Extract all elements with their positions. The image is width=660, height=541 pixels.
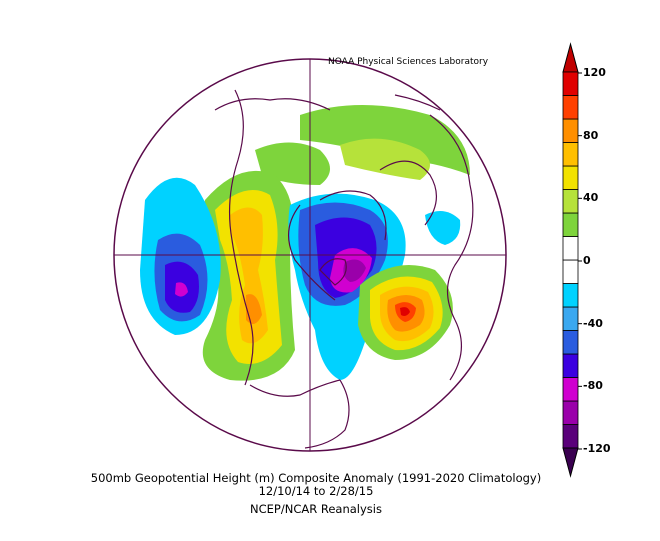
colorbar-segment — [562, 189, 579, 214]
colorbar-segment — [562, 142, 579, 167]
colorbar-segment — [562, 236, 579, 261]
colorbar-segment — [562, 118, 579, 143]
colorbar-segment — [562, 306, 579, 331]
colorbar-tick-label: 80 — [583, 128, 599, 142]
colorbar-tick-label: -40 — [583, 316, 603, 330]
colorbar-segment — [562, 165, 579, 190]
colorbar-tick-label: 40 — [583, 191, 599, 205]
colorbar-segment — [562, 353, 579, 378]
coastlines — [214, 89, 474, 449]
colorbar-segment — [562, 95, 579, 120]
colorbar-max-arrow — [562, 42, 579, 73]
colorbar-segment — [562, 71, 579, 96]
colorbar-segment — [562, 283, 579, 308]
anomaly-contours — [114, 59, 506, 451]
colorbar-segment — [562, 377, 579, 402]
colorbar-tick-label: -120 — [583, 442, 611, 455]
colorbar-tick-label: 0 — [583, 254, 591, 267]
colorbar-segment — [562, 424, 579, 449]
colorbar-tick-label: 120 — [583, 66, 606, 79]
map-border — [113, 58, 507, 452]
colorbar-min-arrow — [562, 447, 579, 478]
map-title: 500mb Geopotential Height (m) Composite … — [90, 471, 542, 485]
colorbar-tick-label: -80 — [583, 379, 603, 393]
colorbar-segment — [562, 330, 579, 355]
colorbar-segment — [562, 259, 579, 284]
date-range: 12/10/14 to 2/28/15 — [258, 484, 374, 498]
colorbar-segment — [562, 400, 579, 425]
colorbar-segment — [562, 212, 579, 237]
data-source: NCEP/NCAR Reanalysis — [250, 502, 382, 516]
lab-label: NOAA Physical Sciences Laboratory — [328, 57, 489, 67]
